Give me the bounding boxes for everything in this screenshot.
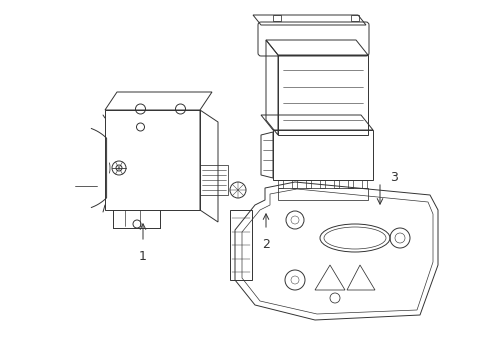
Bar <box>272 15 281 21</box>
Bar <box>278 55 367 135</box>
Bar <box>333 180 338 188</box>
Text: 1: 1 <box>139 249 146 262</box>
Bar <box>105 110 200 210</box>
Bar <box>347 180 352 188</box>
Text: 3: 3 <box>389 171 397 184</box>
Bar <box>305 180 310 188</box>
Bar <box>319 180 325 188</box>
Bar <box>278 188 367 200</box>
Text: 2: 2 <box>262 238 269 251</box>
Bar <box>361 180 366 188</box>
Bar <box>291 180 296 188</box>
Bar <box>272 130 372 180</box>
Bar <box>278 180 283 188</box>
Bar <box>229 210 251 280</box>
Bar <box>350 15 358 21</box>
Bar <box>200 165 227 195</box>
